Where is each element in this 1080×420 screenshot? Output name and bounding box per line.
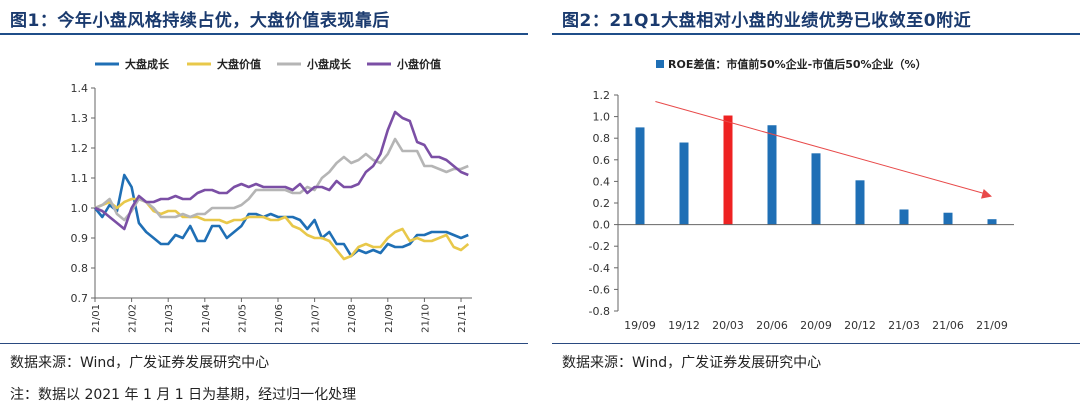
y-tick-label: 1.0 — [593, 111, 611, 124]
x-tick-label: 21/03 — [888, 319, 920, 332]
y-tick-label: 1.0 — [71, 202, 89, 215]
right-title-rule — [552, 33, 1080, 35]
x-tick-label: 21/09 — [384, 304, 395, 333]
left-title-rule — [0, 33, 528, 35]
right-figure-title: 图2：21Q1大盘相对小盘的业绩优势已收敛至0附近 — [562, 11, 972, 31]
y-tick-label: 0.2 — [593, 197, 611, 210]
bar-20-12 — [855, 180, 865, 225]
x-tick-label: 19/09 — [624, 319, 656, 332]
y-tick-label: 0.8 — [71, 262, 89, 275]
x-tick-label: 21/06 — [932, 319, 964, 332]
bar-20-03 — [723, 115, 733, 225]
y-tick-label: 1.4 — [71, 82, 89, 95]
x-tick-label: 21/01 — [91, 304, 102, 333]
series-line-1 — [93, 173, 469, 258]
trend-arrow-line — [655, 100, 987, 195]
x-tick-label: 21/10 — [420, 304, 431, 333]
x-tick-label: 21/03 — [164, 304, 175, 333]
x-tick-label: 21/06 — [274, 304, 285, 333]
legend-label: ROE差值：市值前50%企业-市值后50%企业（%） — [668, 57, 927, 71]
x-tick-label: 21/02 — [128, 304, 139, 333]
x-tick-label: 20/12 — [844, 319, 876, 332]
legend-label-1: 大盘成长 — [125, 57, 170, 71]
right-source-rule — [552, 343, 1080, 344]
x-tick-label: 21/11 — [457, 304, 468, 333]
y-tick-label: 1.2 — [593, 89, 611, 102]
left-data-source: 数据来源：Wind，广发证券发展研究中心 — [10, 355, 270, 371]
left-figure-panel: 图1：今年小盘风格持续占优，大盘价值表现靠后 大盘成长 大盘价值 小盘成长 小盘价值 1… — [0, 0, 528, 420]
legend-label-2: 大盘价值 — [217, 57, 261, 71]
series-line-2 — [94, 197, 470, 261]
right-figure-panel: 图2：21Q1大盘相对小盘的业绩优势已收敛至0附近 ROE差值：市值前50%企业… — [552, 0, 1080, 420]
bar-21-03 — [899, 209, 909, 225]
bar-21-06 — [943, 212, 953, 225]
y-tick-label: -0.2 — [589, 240, 610, 253]
trend-arrow-head — [981, 188, 992, 199]
legend-label-4: 小盘价值 — [396, 57, 441, 71]
y-tick-label: 0.8 — [593, 132, 611, 145]
series-line-3 — [94, 137, 469, 222]
x-tick-label: 21/09 — [976, 319, 1008, 332]
y-tick-label: -0.8 — [589, 305, 610, 318]
bar-19-09 — [635, 127, 645, 225]
x-tick-label: 21/07 — [311, 304, 322, 333]
y-tick-label: 1.1 — [71, 172, 89, 185]
left-figure-title: 图1：今年小盘风格持续占优，大盘价值表现靠后 — [10, 11, 390, 31]
bar-20-06 — [767, 125, 777, 225]
y-tick-label: 0.0 — [593, 219, 611, 232]
right-data-source: 数据来源：Wind，广发证券发展研究中心 — [562, 355, 822, 371]
y-tick-label: 1.2 — [71, 142, 89, 155]
x-tick-label: 20/09 — [800, 319, 832, 332]
left-note: 注：数据以 2021 年 1 月 1 日为基期，经过归一化处理 — [10, 387, 357, 403]
y-tick-label: 0.9 — [71, 232, 89, 245]
y-tick-label: 0.4 — [593, 175, 611, 188]
left-source-rule — [0, 343, 528, 344]
bar-chart: ROE差值：市值前50%企业-市值后50%企业（%） 1.2 1.0 0.8 0.6 0.… — [589, 57, 1014, 332]
line-chart: 大盘成长 大盘价值 小盘成长 小盘价值 1.4 1.3 1.2 1.1 1.0 0.9 0.8 0.7… — [71, 57, 472, 333]
x-tick-label: 21/05 — [237, 304, 248, 333]
bar-20-09 — [811, 153, 821, 225]
y-tick-label: 0.7 — [71, 292, 89, 305]
x-tick-label: 19/12 — [668, 319, 700, 332]
series-line-4 — [94, 110, 469, 231]
legend-label-3: 小盘成长 — [306, 57, 352, 71]
y-tick-label: 1.3 — [71, 112, 89, 125]
y-tick-label: -0.6 — [589, 283, 610, 296]
y-tick-label: -0.4 — [589, 262, 610, 275]
bar-19-12 — [679, 142, 689, 225]
legend-swatch — [656, 60, 664, 68]
x-tick-label: 20/06 — [756, 319, 788, 332]
y-tick-label: 0.6 — [593, 154, 611, 167]
x-tick-label: 21/08 — [347, 304, 358, 333]
x-tick-label: 20/03 — [712, 319, 744, 332]
bar-21-09 — [987, 219, 997, 225]
x-tick-label: 21/04 — [201, 304, 212, 333]
